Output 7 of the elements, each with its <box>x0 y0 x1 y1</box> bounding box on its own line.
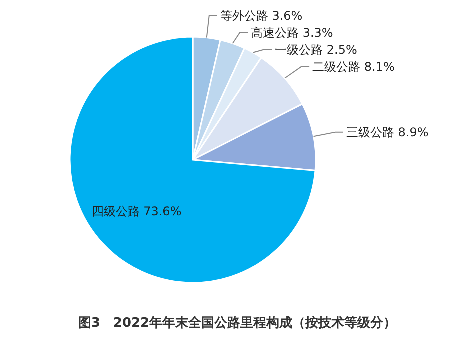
slice-label: 二级公路 8.1% <box>312 60 395 74</box>
slice-label: 一级公路 2.5% <box>275 42 358 57</box>
slice-label: 高速公路 3.3% <box>251 26 334 40</box>
slice-label: 等外公路 3.6% <box>220 8 303 23</box>
text: 图3 2022年年末全国公路里程构成（按技术等级分） <box>78 315 397 331</box>
slice-label: 三级公路 8.9% <box>346 125 429 140</box>
slice-label: 四级公路 73.6% <box>92 204 182 218</box>
